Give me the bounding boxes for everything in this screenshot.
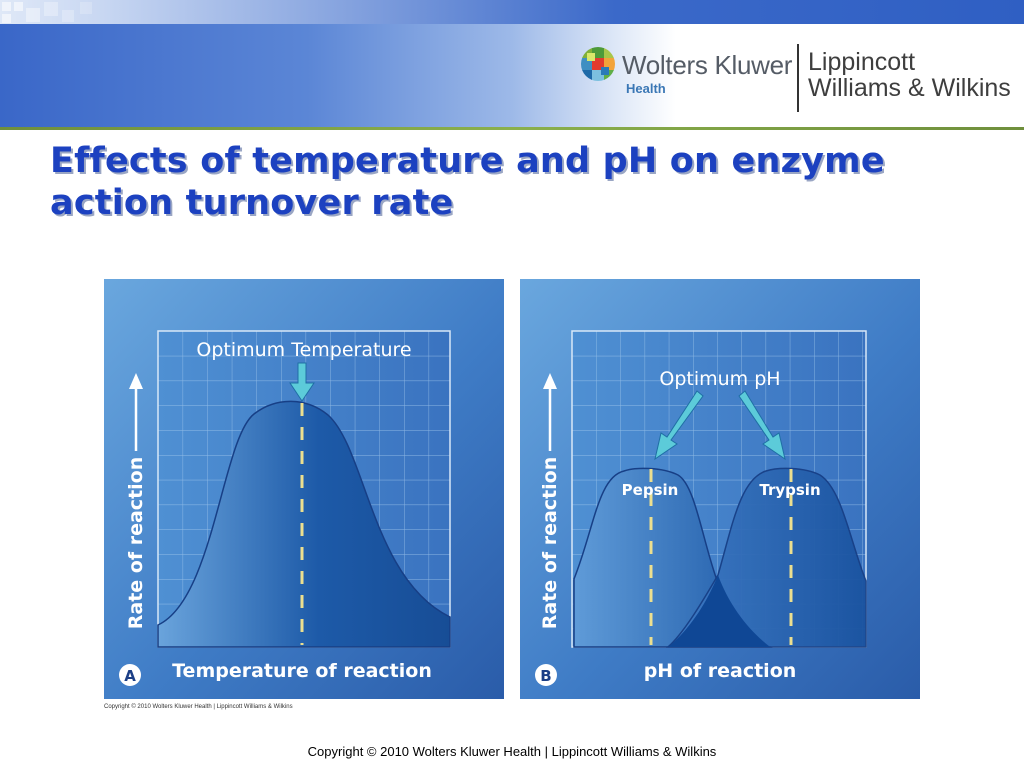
title-line2: action turnover rate <box>50 183 454 223</box>
trypsin-label: Trypsin <box>759 481 820 499</box>
title-line1: Effects of temperature and pH on enzyme <box>50 141 885 181</box>
figure: Optimum Temperature Rate of reaction A T… <box>104 279 920 699</box>
panel-a-letter-badge <box>119 664 141 686</box>
header-top-strip <box>0 0 1024 24</box>
publisher-name: Lippincott Williams & Wilkins <box>808 49 1011 101</box>
temperature-curve <box>157 400 451 648</box>
slide-title: Effects of temperature and pH on enzyme … <box>50 140 1010 224</box>
panel-a-y-axis-label: Rate of reaction <box>125 457 147 629</box>
optimum-ph-label: Optimum pH <box>659 368 780 390</box>
panel-b: Optimum pH Pepsin Trypsin Rate of reacti… <box>520 279 920 699</box>
panel-b-y-axis-label: Rate of reaction <box>539 457 561 629</box>
publisher-line1: Lippincott <box>808 48 916 76</box>
publisher-line2: Williams & Wilkins <box>808 74 1011 102</box>
panel-a-letter: A <box>124 667 136 685</box>
trypsin-arrow <box>738 390 786 461</box>
curve-overlap-region <box>668 575 770 647</box>
wolters-kluwer-mosaic-icon <box>581 47 615 81</box>
footer-copyright: Copyright © 2010 Wolters Kluwer Health |… <box>307 744 717 759</box>
pepsin-label: Pepsin <box>622 481 679 499</box>
pepsin-arrow <box>654 390 704 461</box>
brand-name: Wolters Kluwer <box>622 50 793 80</box>
panel-b-letter: B <box>540 667 551 685</box>
panel-b-letter-badge <box>535 664 557 686</box>
logo-divider <box>797 44 799 112</box>
figure-copyright: Copyright © 2010 Wolters Kluwer Health |… <box>104 704 293 710</box>
optimum-temperature-arrow <box>289 362 315 402</box>
header-rule <box>0 127 1024 130</box>
optimum-temperature-label: Optimum Temperature <box>196 339 411 361</box>
panel-a-x-axis-label: Temperature of reaction <box>172 660 432 682</box>
panel-b-x-axis-label: pH of reaction <box>644 660 797 682</box>
panel-a: Optimum Temperature Rate of reaction A T… <box>104 279 504 699</box>
brand-sub: Health <box>626 81 666 96</box>
publisher-logo: Wolters Kluwer Health Lippincott William… <box>578 40 1024 116</box>
